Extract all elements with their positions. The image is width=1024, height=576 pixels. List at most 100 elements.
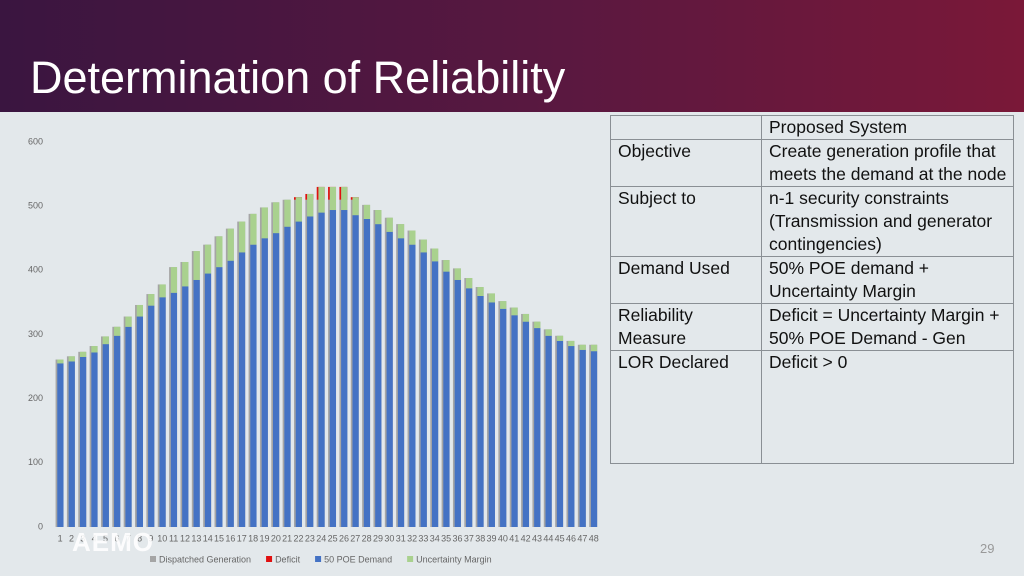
bar <box>590 344 598 352</box>
table-cell: n-1 security constraints (Transmission a… <box>761 186 1014 257</box>
x-tick-label: 35 <box>441 533 451 543</box>
x-tick-label: 34 <box>430 533 440 543</box>
header-bar <box>0 0 1024 112</box>
x-tick-label: 3 <box>80 533 85 543</box>
y-tick-label: 200 <box>28 393 43 403</box>
bar <box>443 271 450 527</box>
x-tick-label: 26 <box>339 533 349 543</box>
bar <box>341 186 348 211</box>
bar <box>556 340 564 527</box>
bar <box>148 305 155 527</box>
bar <box>318 186 325 213</box>
bar <box>329 210 337 527</box>
bar <box>454 268 461 280</box>
bar <box>57 359 64 364</box>
legend-label: Uncertainty Margin <box>416 554 492 564</box>
x-tick-label: 4 <box>92 533 97 543</box>
bar <box>91 346 98 353</box>
table-cell: LOR Declared <box>610 350 762 464</box>
bar <box>500 301 507 309</box>
bar <box>477 296 484 527</box>
x-tick-label: 19 <box>259 533 269 543</box>
x-tick-label: 45 <box>555 533 565 543</box>
table-cell: Objective <box>610 139 762 187</box>
bar <box>363 204 371 219</box>
table-cell: 50% POE demand + Uncertainty Margin <box>761 256 1014 304</box>
legend-swatch <box>150 556 156 562</box>
y-tick-label: 500 <box>28 201 43 211</box>
bar <box>454 279 461 527</box>
bar <box>556 335 564 341</box>
x-tick-label: 13 <box>191 533 201 543</box>
bar <box>397 224 405 239</box>
y-tick-label: 400 <box>28 265 43 275</box>
bar <box>125 326 132 527</box>
bar <box>488 302 495 527</box>
y-tick-label: 0 <box>38 521 43 531</box>
bar <box>204 273 212 527</box>
table-cell: Deficit = Uncertainty Margin + 50% POE D… <box>761 303 1014 351</box>
bar <box>227 228 234 261</box>
bar <box>273 202 280 234</box>
bar <box>114 335 121 527</box>
x-tick-label: 23 <box>305 533 315 543</box>
bar <box>193 251 200 280</box>
bar <box>329 186 337 211</box>
x-tick-label: 14 <box>203 533 213 543</box>
bar <box>386 217 393 232</box>
bar <box>511 307 518 316</box>
bar <box>534 328 541 527</box>
bar <box>420 252 427 527</box>
bar <box>409 244 416 527</box>
table-row: Subject to n-1 security constraints (Tran… <box>610 186 1014 257</box>
table-cell: Deficit > 0 <box>761 350 1014 464</box>
table-cell: Subject to <box>610 186 762 257</box>
table: Proposed System Objective Create generatio… <box>610 115 1014 464</box>
bar <box>193 279 200 527</box>
bar <box>363 219 371 527</box>
bar <box>579 349 586 527</box>
x-tick-label: 43 <box>532 533 542 543</box>
bar <box>114 326 121 336</box>
x-tick-label: 9 <box>148 533 153 543</box>
title: Determination of Reliability <box>30 52 566 103</box>
x-tick-label: 5 <box>103 533 108 543</box>
bar <box>590 351 598 527</box>
x-tick-label: 38 <box>475 533 485 543</box>
legend-label: 50 POE Demand <box>324 554 392 564</box>
page-number: 29 <box>980 541 995 556</box>
bar <box>568 346 575 527</box>
x-tick-label: 48 <box>589 533 599 543</box>
x-tick-label: 18 <box>248 533 258 543</box>
bar <box>352 197 359 216</box>
bar <box>170 267 178 293</box>
x-tick-label: 22 <box>294 533 304 543</box>
bar <box>443 260 450 272</box>
table-row: Demand Used 50% POE demand + Uncertainty … <box>610 256 1014 304</box>
x-tick-label: 32 <box>407 533 417 543</box>
x-tick-label: 39 <box>487 533 497 543</box>
bar <box>534 321 541 329</box>
bar <box>204 244 212 274</box>
bar <box>295 221 302 528</box>
bar <box>488 293 495 303</box>
bar <box>431 248 439 262</box>
table-cell <box>610 115 762 140</box>
bar <box>250 213 257 245</box>
bar <box>68 356 75 362</box>
bar <box>500 308 507 527</box>
bar <box>522 321 530 527</box>
bar <box>227 260 234 527</box>
logo: AEMO <box>72 527 154 557</box>
x-tick-label: 12 <box>180 533 190 543</box>
bar <box>159 297 166 527</box>
x-tick-label: 36 <box>452 533 462 543</box>
bar <box>216 236 223 268</box>
bar <box>136 304 143 317</box>
table-cell: Reliability Measure <box>610 303 762 351</box>
y-tick-label: 100 <box>28 457 43 467</box>
bar <box>182 261 189 287</box>
x-tick-label: 7 <box>126 533 131 543</box>
x-tick-label: 11 <box>169 533 178 543</box>
